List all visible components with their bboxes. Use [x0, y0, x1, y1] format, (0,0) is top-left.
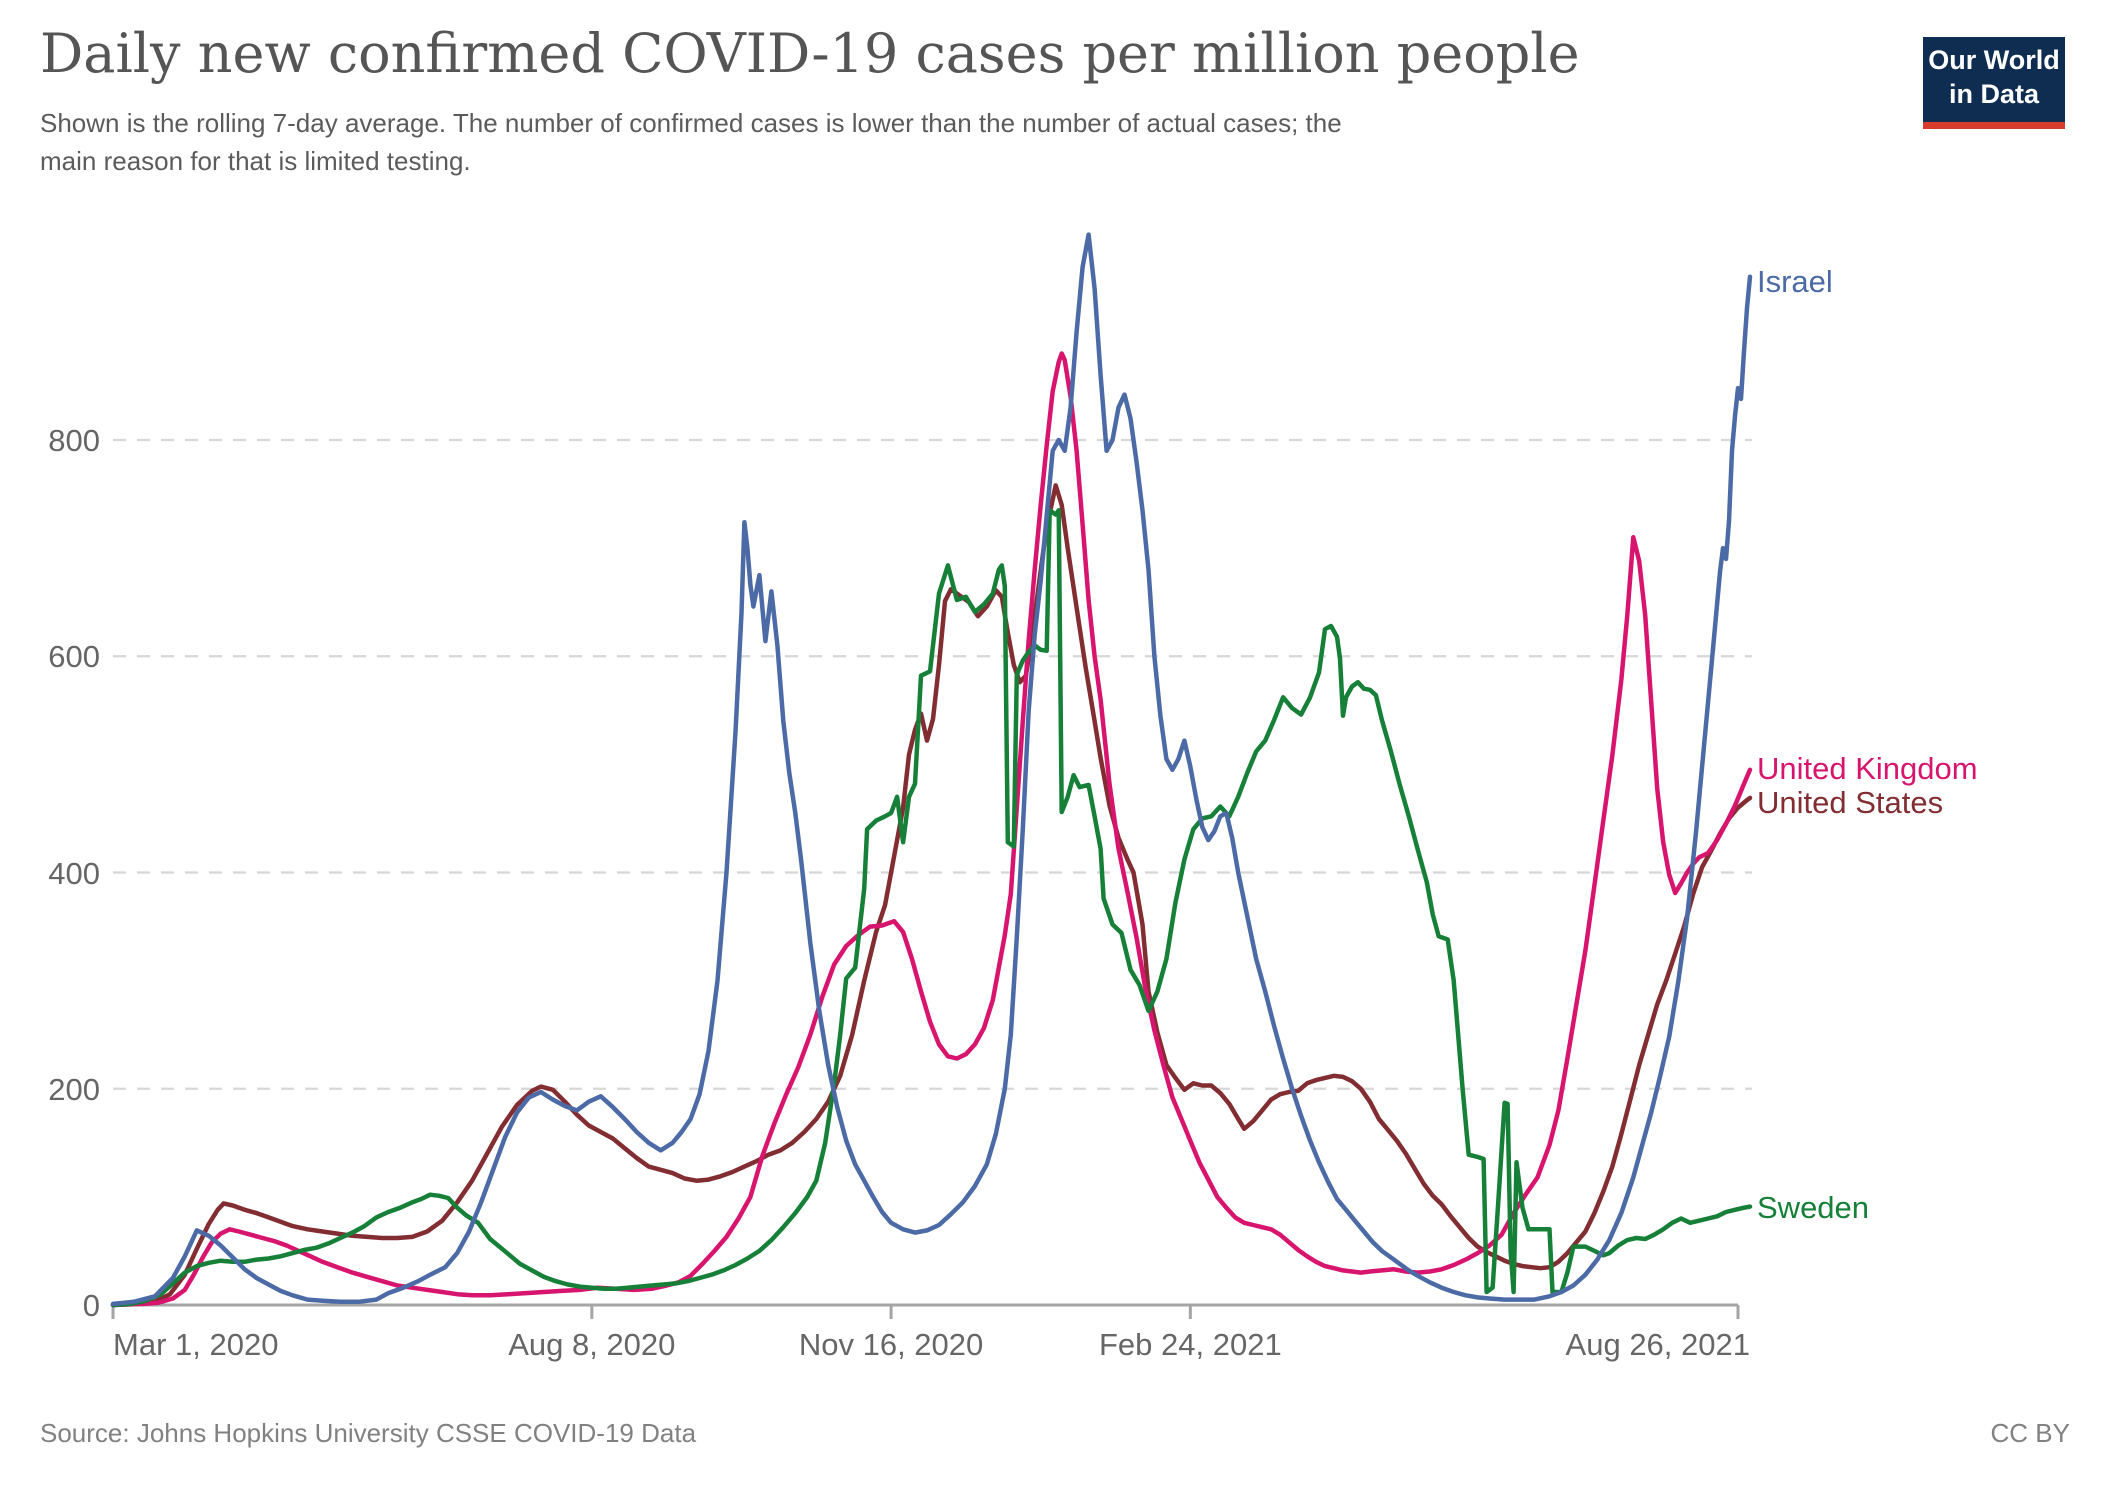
owid-logo-line2: in Data [1948, 79, 2040, 109]
y-tick-label-0: 0 [82, 1288, 100, 1323]
series-label-sweden: Sweden [1757, 1190, 1870, 1225]
x-tick-label-Feb-24-2021: Feb 24, 2021 [1098, 1327, 1282, 1362]
x-tick-label-Aug-26-2021: Aug 26, 2021 [1565, 1327, 1750, 1362]
page-title: Daily new confirmed COVID-19 cases per m… [40, 22, 1580, 85]
series-line-sweden [110, 508, 1753, 1308]
license-note: CC BY [1990, 1418, 2070, 1448]
chart-subtitle: Shown is the rolling 7-day average. The … [40, 104, 1342, 180]
series-line-united-kingdom [110, 351, 1753, 1308]
series-label-israel: Israel [1757, 264, 1833, 299]
series-label-united-states: United States [1757, 785, 1944, 820]
series-line-united-states [110, 483, 1753, 1308]
series-label-united-kingdom: United Kingdom [1757, 751, 1978, 786]
chart-subtitle-line1: Shown is the rolling 7-day average. The … [40, 108, 1342, 138]
source-note: Source: Johns Hopkins University CSSE CO… [40, 1418, 697, 1448]
y-tick-label-200: 200 [48, 1071, 100, 1107]
series-line-israel [110, 232, 1753, 1307]
x-tick-label-Mar-1-2020: Mar 1, 2020 [113, 1327, 279, 1362]
y-tick-label-400: 400 [48, 855, 100, 891]
owid-logo-line1: Our World [1928, 45, 2060, 75]
y-tick-label-600: 600 [48, 639, 100, 675]
x-tick-label-Aug-8-2020: Aug 8, 2020 [508, 1327, 676, 1362]
x-tick-label-Nov-16-2020: Nov 16, 2020 [798, 1327, 984, 1362]
chart-subtitle-line2: main reason for that is limited testing. [40, 146, 471, 176]
owid-logo: Our World in Data [1923, 37, 2065, 129]
y-tick-label-800: 800 [48, 423, 100, 458]
